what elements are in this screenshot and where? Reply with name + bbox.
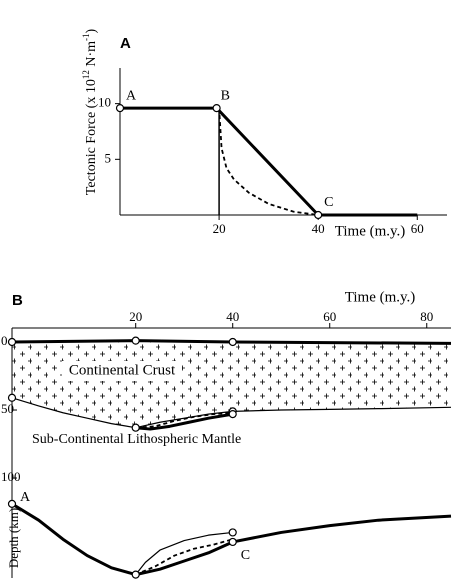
point-label: C: [324, 195, 333, 210]
line-series: [11, 339, 452, 345]
line-series: [135, 412, 233, 431]
point-label: B: [221, 88, 230, 103]
x-tick-label: 40: [226, 309, 239, 324]
y-axis-title: Tectonic Force (x 1012 N·m-1): [81, 28, 99, 195]
y-tick-label: 100: [1, 469, 21, 484]
y-tick-label: 5: [105, 150, 112, 165]
point: [314, 210, 323, 220]
point: [228, 409, 237, 419]
x-tick-label: 80: [420, 309, 433, 324]
y-axis-title-part: Tectonic Force (x 10: [84, 79, 99, 195]
point: [115, 103, 125, 113]
x-tick-label: 40: [312, 221, 325, 236]
y-tick-label: 50: [1, 401, 14, 416]
point: [7, 337, 17, 347]
point: [7, 499, 17, 508]
panel-label: A: [120, 35, 131, 52]
y-axis-title-part: N·m: [84, 41, 99, 70]
y-tick-label: 10: [98, 95, 111, 110]
point: [131, 423, 140, 432]
point-label: C: [241, 548, 250, 563]
panel-b: 20 40 60 80 0 50 100 Time (m.y.) Depth (km) Conti…: [1, 289, 452, 580]
line-series: [11, 502, 452, 577]
x-axis-title: Time (m.y.): [345, 289, 416, 305]
y-axis-title-part: -1: [81, 33, 91, 41]
y-axis-title: Depth (km): [6, 508, 21, 568]
line-series: [11, 397, 452, 429]
y-axis-title-part: 12: [81, 70, 91, 79]
point: [131, 336, 140, 345]
x-tick-label: 60: [323, 309, 336, 324]
line-series: [135, 411, 233, 429]
point-label: A: [126, 88, 137, 103]
point: [131, 570, 140, 579]
line-series: [135, 531, 233, 575]
annotation: Continental Crust: [69, 362, 176, 378]
line-series: [120, 106, 418, 217]
panel-label: B: [12, 292, 23, 309]
point: [212, 103, 221, 113]
annotation-box: [62, 361, 182, 381]
point: [228, 337, 237, 347]
x-axis-title: Time (m.y.): [335, 223, 406, 239]
point: [7, 393, 17, 402]
point: [228, 537, 237, 547]
x-tick-label: 60: [411, 221, 424, 236]
point: [228, 528, 237, 537]
x-tick-label: 20: [213, 221, 226, 236]
y-axis-title-part: ): [84, 28, 99, 33]
line-series: [218, 108, 319, 216]
line-series: [135, 538, 233, 576]
y-tick-label: 0: [1, 333, 8, 348]
point-label: A: [20, 490, 31, 505]
annotation: Sub-Continental Lithospheric Mantle: [32, 432, 241, 447]
x-tick-label: 20: [129, 309, 142, 324]
panel-a: 20 40 60 5 10 Time (m.y.) Tectonic Force (x 10…: [81, 28, 447, 239]
